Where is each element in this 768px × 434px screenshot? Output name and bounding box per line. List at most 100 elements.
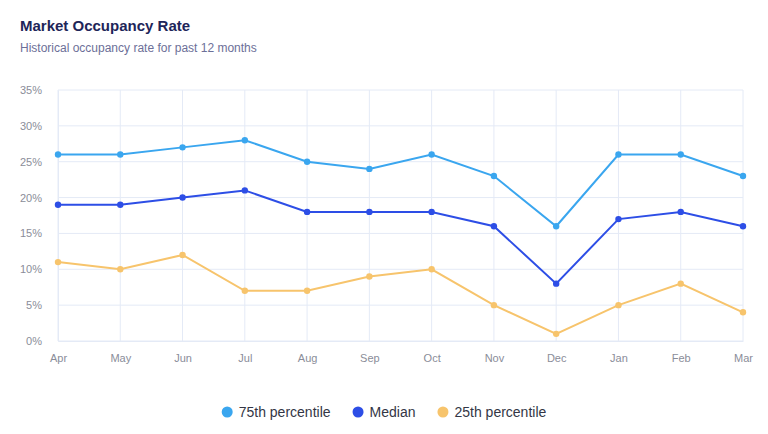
grid-line-x	[743, 90, 744, 341]
grid-line-x	[680, 90, 681, 341]
point	[491, 302, 497, 308]
x-axis: AprMayJunJulAugSepOctNovDecJanFebMar	[50, 341, 753, 364]
grid-line-x	[431, 90, 432, 341]
grid-line-y	[58, 90, 743, 91]
marks	[55, 137, 746, 337]
x-tick-label: Mar	[734, 352, 753, 364]
y-tick-label: 35%	[20, 84, 42, 96]
grid-line-x	[182, 90, 183, 341]
grid-line-y	[58, 341, 743, 342]
y-tick: 35%	[20, 84, 58, 96]
point	[615, 216, 621, 222]
point	[242, 187, 248, 193]
legend-marker	[222, 407, 233, 418]
point	[428, 209, 434, 215]
x-tick-label: Aug	[298, 352, 318, 364]
point	[740, 223, 746, 229]
x-tick: Sep	[360, 341, 380, 364]
series-line	[58, 255, 743, 334]
x-tick-label: Dec	[547, 352, 567, 364]
x-tick-label: May	[110, 352, 131, 364]
point	[428, 266, 434, 272]
title: Market Occupancy Rate	[20, 17, 190, 34]
point	[242, 288, 248, 294]
x-tick-label: Feb	[672, 352, 691, 364]
legend-label: 25th percentile	[454, 404, 546, 420]
y-tick: 0%	[26, 335, 58, 347]
point	[615, 151, 621, 157]
grid-line-x	[120, 90, 121, 341]
x-tick-label: Oct	[424, 352, 441, 364]
y-tick-label: 10%	[20, 263, 42, 275]
grid-line-y	[58, 305, 743, 306]
point	[366, 209, 372, 215]
grid	[58, 90, 743, 341]
point	[304, 209, 310, 215]
legend-marker	[437, 407, 448, 418]
x-tick: Jun	[174, 341, 192, 364]
point	[117, 202, 123, 208]
y-tick-label: 15%	[20, 227, 42, 239]
grid-line-y	[58, 197, 743, 198]
x-axis-line	[59, 341, 744, 342]
point	[55, 259, 61, 265]
x-tick: Nov	[485, 341, 505, 364]
y-tick: 5%	[26, 299, 58, 311]
series-line	[58, 190, 743, 283]
grid-line-y	[58, 233, 743, 234]
point	[428, 151, 434, 157]
point	[678, 151, 684, 157]
x-tick: Dec	[547, 341, 567, 364]
subtitle: Historical occupancy rate for past 12 mo…	[20, 41, 257, 55]
x-tick: Jan	[610, 341, 628, 364]
point	[366, 273, 372, 279]
x-tick-label: Apr	[50, 352, 67, 364]
y-tick-label: 30%	[20, 120, 42, 132]
legend-item: 25th percentile	[437, 404, 546, 420]
point	[304, 159, 310, 165]
series-points	[55, 252, 746, 337]
y-axis: 0% 5% 10% 15% 20% 25% 30% 35%	[20, 84, 59, 347]
y-tick: 25%	[20, 156, 58, 168]
point	[740, 309, 746, 315]
x-tick: May	[110, 341, 131, 364]
grid-line-x	[307, 90, 308, 341]
legend-marker	[353, 407, 364, 418]
point	[366, 166, 372, 172]
point	[491, 173, 497, 179]
x-tick-label: Jan	[610, 352, 628, 364]
grid-line-y	[58, 269, 743, 270]
y-tick: 15%	[20, 227, 58, 239]
point	[179, 194, 185, 200]
point	[678, 280, 684, 286]
point	[553, 280, 559, 286]
x-tick: Aug	[298, 341, 318, 364]
point	[179, 252, 185, 258]
point	[491, 223, 497, 229]
point	[117, 266, 123, 272]
point	[304, 288, 310, 294]
legend-label: Median	[370, 404, 416, 420]
x-tick: Feb	[672, 341, 691, 364]
series-line	[58, 140, 743, 226]
grid-line-x	[244, 90, 245, 341]
grid-line-x	[556, 90, 557, 341]
y-tick: 30%	[20, 120, 58, 132]
legend-item: Median	[353, 404, 416, 420]
y-tick-label: 25%	[20, 156, 42, 168]
grid-line-y	[58, 125, 743, 126]
legend-item: 75th percentile	[222, 404, 331, 420]
x-tick: Oct	[424, 341, 441, 364]
grid-line-x	[58, 90, 59, 341]
y-tick-label: 0%	[26, 335, 42, 347]
chart: Market Occupancy Rate Historical occupanc…	[0, 0, 768, 434]
legend-label: 75th percentile	[239, 404, 331, 420]
y-tick: 20%	[20, 192, 58, 204]
x-tick-label: Jun	[174, 352, 192, 364]
plot: 0%5%10%15%20%25%30%35%AprMayJunJulAugSep…	[20, 84, 753, 364]
point	[55, 151, 61, 157]
y-axis-line	[58, 91, 59, 342]
point	[615, 302, 621, 308]
point	[242, 137, 248, 143]
point	[553, 223, 559, 229]
